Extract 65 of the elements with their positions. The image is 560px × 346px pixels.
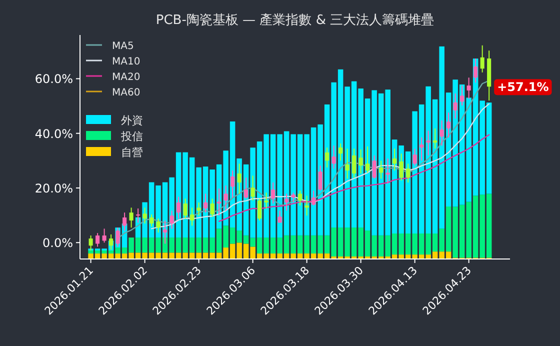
candlestick (250, 175, 255, 202)
candlestick (96, 232, 100, 248)
candlestick (156, 218, 160, 233)
candlestick (386, 158, 390, 184)
candlestick (338, 142, 343, 162)
candlestick (332, 145, 336, 170)
candlestick (325, 147, 330, 168)
candlestick (284, 193, 289, 212)
candlestick (358, 148, 363, 174)
legend-label: MA60 (112, 88, 140, 98)
text: +57.1% (497, 80, 549, 94)
candlestick (480, 44, 484, 73)
line-series (218, 134, 490, 222)
y-tick-label: 60.0% (34, 72, 73, 86)
candlestick (352, 148, 356, 178)
legend-label: MA10 (112, 56, 140, 68)
candlestick (129, 207, 134, 228)
candlestick (433, 128, 438, 150)
candlestick (150, 214, 154, 227)
candlestick (446, 112, 451, 138)
candlestick (102, 228, 106, 244)
candlestick (170, 210, 174, 230)
candlestick (420, 136, 424, 162)
candlestick (304, 195, 309, 216)
candlestick (372, 154, 376, 180)
candlestick (271, 182, 276, 204)
candlestick (190, 207, 194, 226)
y-tick-label: 40.0% (34, 126, 73, 141)
legend-label: 投信 (120, 130, 143, 143)
candlestick (298, 190, 302, 206)
candlestick (399, 153, 404, 182)
candlestick (176, 196, 181, 220)
y-tick-label: 20.0% (34, 181, 73, 196)
candlestick (88, 235, 93, 252)
candlestick (474, 58, 478, 84)
candlestick (412, 148, 417, 166)
candlestick (230, 170, 235, 198)
candlestick (379, 160, 384, 180)
candlestick (453, 92, 458, 120)
candlestick (440, 120, 444, 146)
candlestick (196, 202, 201, 216)
legend-label: MA5 (112, 41, 134, 52)
candlestick (258, 198, 262, 221)
candlestick (244, 177, 248, 200)
candlestick (318, 165, 322, 192)
candlestick (204, 193, 208, 214)
candlestick (291, 192, 296, 203)
candlestick (426, 130, 430, 156)
legend-label: 外資 (121, 114, 143, 127)
line-series (150, 103, 490, 230)
candlestick (210, 198, 214, 218)
candlestick (366, 146, 370, 174)
candlestick (183, 198, 188, 220)
y-tick-label: 0.0% (42, 236, 73, 250)
candlestick (460, 85, 464, 106)
legend-label: 自營 (121, 146, 143, 159)
chart-title: PCB-陶瓷基板 — 產業指數 & 三大法人籌碼堆疊 (156, 13, 434, 28)
candlestick (278, 210, 282, 224)
candlestick (466, 77, 471, 100)
legend-label: MA20 (112, 72, 140, 83)
candlestick (392, 148, 397, 171)
candlestick (264, 192, 268, 209)
candlestick (345, 148, 350, 180)
candlestick (312, 190, 316, 206)
candlestick (406, 163, 410, 184)
